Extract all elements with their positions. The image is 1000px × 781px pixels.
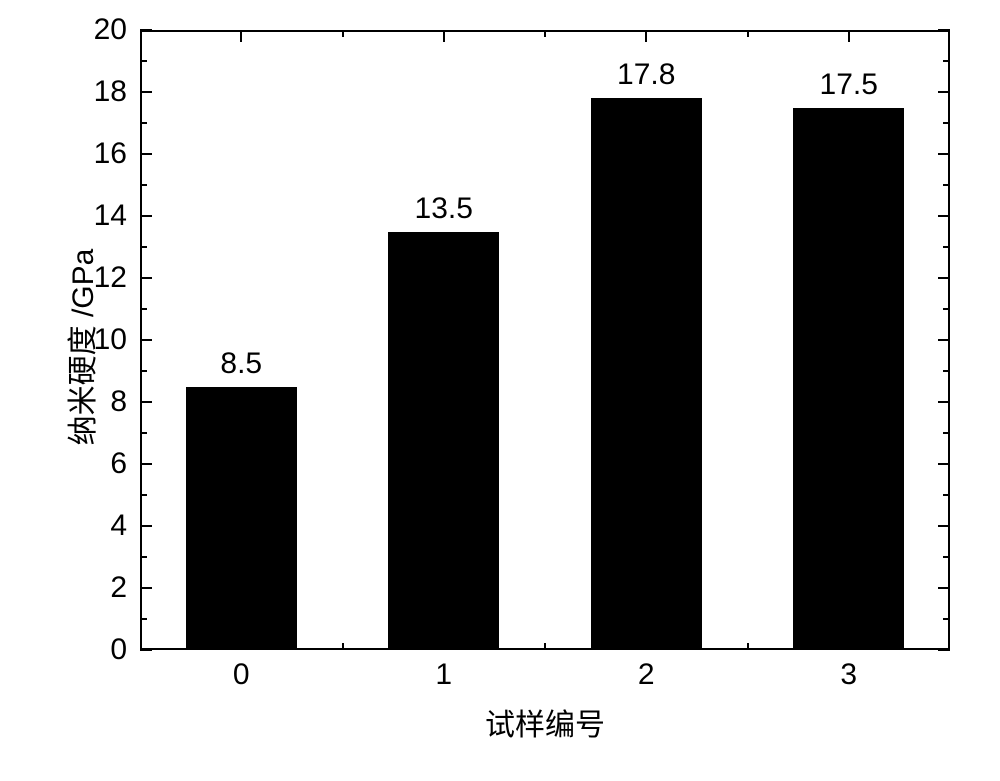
y-tick-right [938,339,950,341]
y-tick-left [140,29,152,31]
y-minor-tick-right [943,184,950,186]
y-tick-left [140,91,152,93]
y-minor-tick-left [140,246,147,248]
y-tick-label: 20 [72,13,127,47]
y-minor-tick-left [140,60,147,62]
y-tick-label: 12 [72,261,127,295]
x-tick-top [848,30,850,42]
y-tick-label: 16 [72,137,127,171]
y-minor-tick-right [943,556,950,558]
x-tick-label: 3 [809,658,889,692]
y-tick-right [938,277,950,279]
y-minor-tick-right [943,308,950,310]
y-tick-left [140,215,152,217]
y-tick-right [938,649,950,651]
bar [591,98,702,650]
x-tick-label: 1 [404,658,484,692]
y-minor-tick-left [140,494,147,496]
x-minor-tick-top [342,30,344,37]
x-minor-tick-bottom [747,643,749,650]
y-tick-label: 2 [72,571,127,605]
y-tick-right [938,153,950,155]
y-tick-left [140,463,152,465]
bar-value-label: 8.5 [181,347,301,381]
y-tick-label: 0 [72,633,127,667]
bar-value-label: 13.5 [384,192,504,226]
y-minor-tick-right [943,122,950,124]
x-minor-tick-bottom [342,643,344,650]
y-minor-tick-right [943,494,950,496]
x-minor-tick-top [747,30,749,37]
y-tick-label: 18 [72,75,127,109]
y-tick-right [938,215,950,217]
y-minor-tick-left [140,184,147,186]
y-minor-tick-left [140,432,147,434]
x-axis-label: 试样编号 [425,700,665,744]
x-minor-tick-top [544,30,546,37]
x-tick-top [240,30,242,42]
bar-value-label: 17.8 [586,58,706,92]
y-tick-label: 6 [72,447,127,481]
y-tick-label: 10 [72,323,127,357]
y-minor-tick-left [140,618,147,620]
y-tick-left [140,649,152,651]
y-tick-right [938,587,950,589]
y-tick-label: 4 [72,509,127,543]
y-tick-left [140,401,152,403]
y-tick-left [140,587,152,589]
y-tick-right [938,401,950,403]
y-minor-tick-right [943,60,950,62]
y-minor-tick-right [943,618,950,620]
y-tick-label: 14 [72,199,127,233]
y-minor-tick-right [943,432,950,434]
y-minor-tick-left [140,556,147,558]
x-tick-top [645,30,647,42]
y-minor-tick-left [140,122,147,124]
y-tick-right [938,29,950,31]
y-minor-tick-left [140,308,147,310]
y-tick-right [938,463,950,465]
y-tick-label: 8 [72,385,127,419]
bar [388,232,499,651]
bar [793,108,904,651]
y-tick-left [140,153,152,155]
bar [186,387,297,651]
y-minor-tick-right [943,246,950,248]
y-tick-right [938,525,950,527]
y-tick-left [140,277,152,279]
y-tick-left [140,525,152,527]
y-tick-left [140,339,152,341]
chart-container: 纳米硬度 /GPa 试样编号 0246810121416182008.5113.… [0,0,1000,781]
x-minor-tick-bottom [544,643,546,650]
x-tick-label: 0 [201,658,281,692]
y-minor-tick-left [140,370,147,372]
bar-value-label: 17.5 [789,68,909,102]
y-minor-tick-right [943,370,950,372]
x-tick-top [443,30,445,42]
x-tick-label: 2 [606,658,686,692]
y-tick-right [938,91,950,93]
